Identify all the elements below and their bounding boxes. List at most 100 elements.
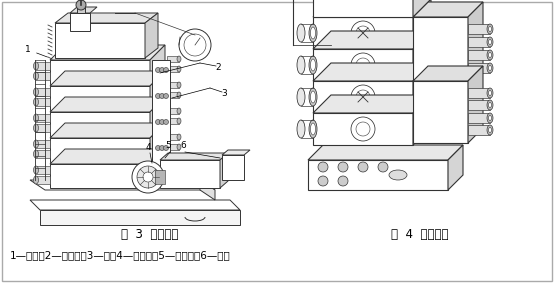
Ellipse shape [177,66,181,72]
Polygon shape [313,95,431,113]
Polygon shape [50,149,165,164]
Bar [36,150,50,158]
Ellipse shape [297,56,305,74]
Bar [167,82,179,88]
Circle shape [356,122,370,136]
Polygon shape [50,138,150,162]
Polygon shape [150,123,165,162]
Polygon shape [468,88,490,98]
Ellipse shape [177,92,181,98]
Ellipse shape [310,59,315,71]
Circle shape [132,161,164,193]
Polygon shape [50,60,150,84]
Polygon shape [220,153,228,188]
Ellipse shape [177,160,181,166]
Circle shape [338,162,348,172]
Polygon shape [308,160,448,190]
Circle shape [137,166,159,188]
Polygon shape [413,63,431,113]
Polygon shape [468,125,490,135]
Ellipse shape [33,124,38,132]
Circle shape [143,172,153,182]
Polygon shape [413,66,483,81]
Polygon shape [40,210,240,225]
Polygon shape [50,123,165,138]
Polygon shape [313,0,431,17]
Bar [36,124,50,132]
Ellipse shape [310,27,315,39]
Polygon shape [468,50,490,60]
Circle shape [163,93,168,98]
Ellipse shape [310,91,315,103]
Polygon shape [468,24,490,34]
Bar [70,13,90,31]
Circle shape [163,145,168,151]
Polygon shape [413,2,483,17]
Polygon shape [313,0,413,17]
Polygon shape [313,63,431,81]
Ellipse shape [487,63,493,73]
Polygon shape [50,71,165,86]
Ellipse shape [489,53,491,57]
Circle shape [163,68,168,72]
Bar [55,23,145,58]
Circle shape [318,176,328,186]
Bar [155,170,165,184]
Bar [36,88,50,96]
Polygon shape [50,112,150,136]
Polygon shape [50,164,150,188]
Polygon shape [468,113,490,123]
Polygon shape [468,100,490,110]
Polygon shape [468,2,483,81]
Bar [167,92,179,98]
Bar [167,170,179,176]
Ellipse shape [389,170,407,180]
Polygon shape [150,97,165,136]
Circle shape [160,145,165,151]
Ellipse shape [177,118,181,124]
Circle shape [160,171,165,177]
Circle shape [184,34,206,56]
Bar [36,114,50,122]
Bar [77,5,85,13]
Ellipse shape [309,56,317,74]
Ellipse shape [309,88,317,106]
Polygon shape [308,145,463,160]
Polygon shape [313,81,413,113]
Ellipse shape [33,98,38,106]
Polygon shape [468,63,490,73]
Ellipse shape [487,113,493,123]
Polygon shape [55,13,158,23]
Circle shape [356,58,370,72]
Bar [167,160,179,166]
Polygon shape [70,7,97,13]
Ellipse shape [487,125,493,135]
Polygon shape [30,200,240,210]
Polygon shape [50,45,165,60]
Circle shape [156,93,161,98]
Ellipse shape [33,72,38,80]
Text: 1: 1 [25,46,31,55]
Bar [167,134,179,140]
Ellipse shape [487,100,493,110]
Circle shape [351,85,375,109]
Circle shape [338,176,348,186]
Ellipse shape [487,88,493,98]
Polygon shape [150,71,165,110]
Text: 图  4  叠加连接: 图 4 叠加连接 [391,228,449,241]
Polygon shape [413,0,431,17]
Polygon shape [152,60,170,180]
Circle shape [156,119,161,125]
Bar [36,98,50,106]
Circle shape [378,162,388,172]
Circle shape [160,68,165,72]
Bar [36,176,50,184]
Ellipse shape [33,150,38,158]
Circle shape [163,171,168,177]
Circle shape [356,26,370,40]
Circle shape [156,145,161,151]
Ellipse shape [487,24,493,34]
Circle shape [351,117,375,141]
Circle shape [356,90,370,104]
Circle shape [160,93,165,98]
